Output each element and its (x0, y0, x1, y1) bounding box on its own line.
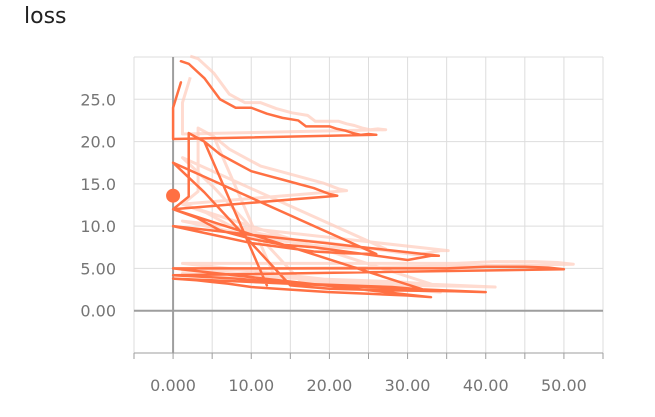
series-line-1 (171, 59, 378, 141)
y-tick-label: 5.00 (80, 259, 116, 278)
x-tick-label: 10.00 (228, 376, 274, 395)
x-tick-label: 20.00 (307, 376, 353, 395)
x-tick-label: 0.000 (150, 376, 196, 395)
smoothed-line-1 (180, 54, 388, 136)
y-tick-label: 20.0 (80, 133, 116, 152)
tick-labels: 0.000 10.00 20.00 30.00 40.00 50.00 0.00 5.00 10… (80, 90, 586, 395)
y-tick-label: 15.0 (80, 175, 116, 194)
grid (133, 56, 604, 354)
highlight-point (166, 188, 181, 203)
y-tick-label: 25.0 (80, 90, 116, 109)
y-tick-label: 0.00 (80, 302, 116, 321)
chart-title: loss (24, 4, 67, 29)
x-tick-label: 30.00 (385, 376, 431, 395)
series-line-2 (171, 131, 566, 299)
x-tick-label: 40.00 (463, 376, 509, 395)
y-tick-label: 10.0 (80, 217, 116, 236)
series-group (166, 54, 575, 299)
x-tick-label: 50.00 (541, 376, 587, 395)
